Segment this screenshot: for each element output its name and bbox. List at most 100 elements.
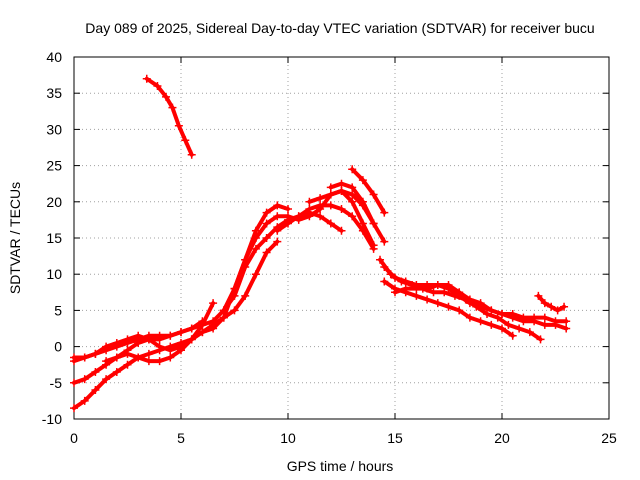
- data-point: [102, 342, 111, 351]
- y-tick-label: 25: [46, 158, 62, 174]
- data-point: [142, 74, 151, 83]
- data-point: [251, 244, 260, 253]
- data-point: [508, 310, 517, 319]
- data-point: [134, 331, 143, 340]
- data-point: [273, 226, 282, 235]
- data-point: [273, 201, 282, 210]
- x-tick-label: 25: [601, 430, 617, 446]
- y-tick-label: 40: [46, 49, 62, 65]
- data-point: [262, 208, 271, 217]
- data-point: [444, 281, 453, 290]
- data-point: [380, 208, 389, 217]
- data-point: [455, 288, 464, 297]
- y-tick-label: -5: [50, 375, 63, 391]
- series-arc-12: [376, 255, 545, 344]
- data-point: [369, 190, 378, 199]
- data-point: [380, 237, 389, 246]
- data-point: [519, 313, 528, 322]
- data-point: [348, 212, 357, 221]
- y-tick-label: 35: [46, 85, 62, 101]
- data-point: [284, 219, 292, 228]
- data-point: [177, 328, 185, 337]
- data-point: [560, 302, 569, 311]
- data-point: [465, 313, 474, 322]
- data-point: [155, 357, 164, 366]
- data-point: [337, 179, 346, 188]
- data-point: [440, 288, 449, 297]
- data-point: [155, 342, 164, 351]
- data-point: [209, 320, 218, 329]
- data-point: [112, 353, 121, 362]
- data-point: [241, 291, 250, 300]
- data-point: [209, 299, 218, 308]
- data-point: [134, 353, 143, 362]
- data-point: [483, 310, 492, 319]
- data-point: [155, 331, 164, 340]
- data-point: [369, 219, 378, 228]
- data-point: [380, 262, 389, 271]
- data-point: [174, 121, 183, 130]
- data-point: [80, 353, 89, 362]
- tick-labels: 0 5 10 15 20 25 -10 -5 0 5 10 15 20 25 30 35 40: [42, 49, 617, 446]
- data-point: [70, 378, 78, 387]
- data-point: [433, 281, 442, 290]
- data-point: [493, 313, 502, 322]
- data-point: [219, 306, 228, 315]
- x-tick-label: 15: [387, 430, 403, 446]
- data-point: [412, 284, 421, 293]
- data-point: [498, 310, 506, 319]
- x-tick-label: 0: [70, 430, 78, 446]
- data-point: [166, 346, 175, 355]
- data-point: [305, 197, 314, 206]
- data-point: [166, 331, 175, 340]
- data-point: [316, 212, 325, 221]
- data-point: [429, 288, 438, 297]
- data-point: [326, 183, 335, 192]
- data-point: [380, 277, 389, 286]
- data-point: [444, 302, 453, 311]
- data-point: [144, 349, 153, 358]
- y-tick-label: 20: [46, 194, 62, 210]
- x-tick-label: 20: [494, 430, 510, 446]
- data-point: [326, 190, 335, 199]
- data-point: [401, 277, 410, 286]
- data-point: [553, 306, 562, 315]
- axes: [73, 56, 610, 420]
- data-point: [391, 273, 399, 282]
- data-point: [358, 176, 367, 185]
- data-point: [316, 205, 325, 214]
- data-point: [376, 255, 385, 264]
- series-arc-16: [534, 291, 569, 315]
- data-point: [230, 306, 239, 315]
- data-point: [162, 92, 171, 101]
- data-point: [251, 234, 260, 242]
- data-point: [498, 324, 506, 333]
- data-point: [166, 353, 175, 362]
- series-line: [350, 167, 387, 215]
- data-point: [358, 197, 367, 206]
- data-point: [91, 367, 100, 376]
- data-point: [326, 219, 335, 228]
- x-axis-label: GPS time / hours: [287, 458, 394, 474]
- series-line: [378, 257, 543, 342]
- data-point: [262, 234, 271, 242]
- x-tick-label: 5: [177, 430, 185, 446]
- data-point: [91, 386, 100, 395]
- data-point: [536, 335, 545, 344]
- data-point: [348, 165, 357, 174]
- x-tick-label: 10: [280, 430, 296, 446]
- data-point: [123, 335, 132, 344]
- data-point: [241, 255, 250, 264]
- data-point: [316, 194, 325, 203]
- data-point: [91, 349, 100, 358]
- data-point: [284, 205, 292, 214]
- series-arc-1: [142, 74, 196, 159]
- data-point: [476, 317, 485, 326]
- chart-title: Day 089 of 2025, Sidereal Day-to-day VTE…: [85, 20, 594, 36]
- data-point: [262, 248, 271, 257]
- data-point: [251, 226, 260, 235]
- data-point: [525, 328, 534, 337]
- data-point: [540, 313, 549, 322]
- data-point: [508, 331, 517, 340]
- data-point: [551, 317, 560, 326]
